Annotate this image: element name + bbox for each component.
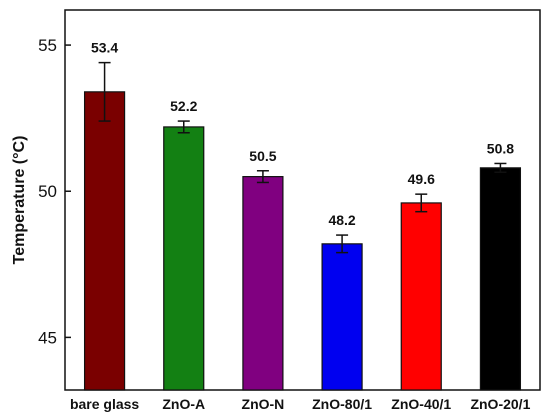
- x-category-label: ZnO-20/1: [470, 396, 530, 412]
- data-label: 52.2: [170, 98, 197, 114]
- plot-frame: [64, 9, 541, 391]
- x-category-label: ZnO-40/1: [391, 396, 451, 412]
- x-category-label: ZnO-80/1: [312, 396, 372, 412]
- y-axis-title: Temperature (°C): [11, 136, 28, 265]
- y-tick-label: 45: [38, 328, 57, 347]
- x-category-label: bare glass: [70, 396, 139, 412]
- data-label: 48.2: [328, 212, 355, 228]
- data-label: 49.6: [408, 171, 435, 187]
- y-tick-label: 50: [38, 182, 57, 201]
- bar-0: [83, 91, 126, 391]
- bar-3: [321, 243, 363, 391]
- y-axis: 45 50 55: [38, 36, 71, 347]
- bar-1: [163, 126, 205, 391]
- x-axis: bare glass ZnO-A ZnO-N ZnO-80/1 ZnO-40/1 ZnO-…: [70, 396, 531, 412]
- bar-4: [400, 202, 442, 391]
- x-category-label: ZnO-N: [242, 396, 285, 412]
- y-tick-label: 55: [38, 36, 57, 55]
- bar-5: [479, 167, 522, 391]
- bar-2: [242, 176, 284, 391]
- data-label: 53.4: [91, 40, 118, 56]
- x-category-label: ZnO-A: [162, 396, 205, 412]
- bars: 53.4 52.2 50.5 48.2 49.6 50.8: [83, 40, 522, 391]
- data-label: 50.5: [249, 148, 276, 164]
- data-label: 50.8: [487, 140, 514, 156]
